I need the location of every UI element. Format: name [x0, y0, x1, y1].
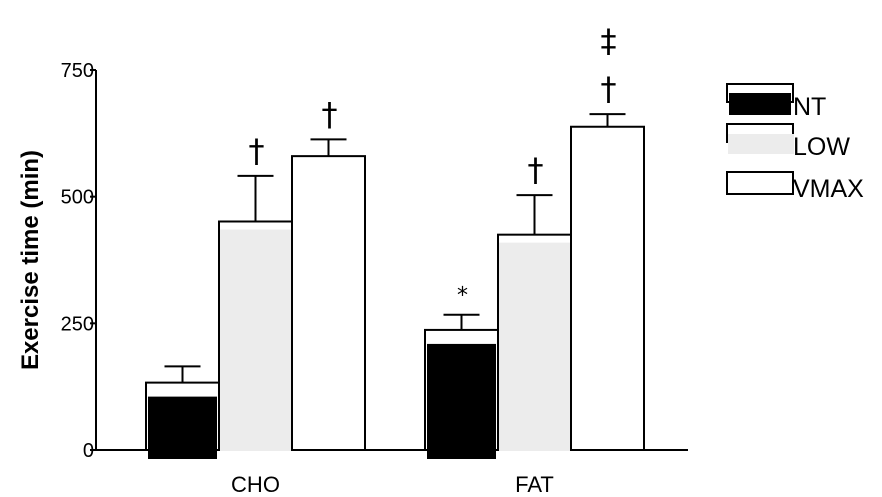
y-axis-label: Exercise time (min) — [17, 150, 44, 370]
significance-marker: † — [601, 70, 617, 108]
y-tick-label: 750 — [61, 60, 94, 82]
significance-marker: ‡ — [601, 22, 617, 60]
legend-label-vmax: VMAX — [793, 175, 864, 203]
legend-label-low: LOW — [793, 133, 850, 161]
legend-label-nt: NT — [793, 93, 826, 121]
x-tick-label-fat: FAT — [515, 472, 554, 497]
bar-vmax-fat — [570, 125, 645, 451]
bar-vmax-cho — [291, 155, 366, 451]
legend-swatch-low — [728, 134, 794, 154]
bar-low-fat — [499, 242, 574, 451]
legend-swatch-nt — [729, 93, 791, 115]
y-tick-label: 500 — [61, 187, 94, 209]
significance-marker: † — [249, 132, 265, 170]
significance-marker: † — [322, 95, 338, 133]
legend-swatch-vmax — [726, 171, 794, 195]
bar-nt-fat — [427, 343, 496, 459]
significance-marker: * — [457, 284, 468, 309]
x-tick-label-cho: CHO — [231, 472, 280, 497]
y-tick-label: 250 — [61, 313, 94, 335]
y-tick-label: 0 — [83, 440, 94, 462]
significance-marker: † — [528, 151, 544, 189]
bar-nt-cho — [148, 396, 217, 459]
bar-low-cho — [220, 229, 295, 451]
